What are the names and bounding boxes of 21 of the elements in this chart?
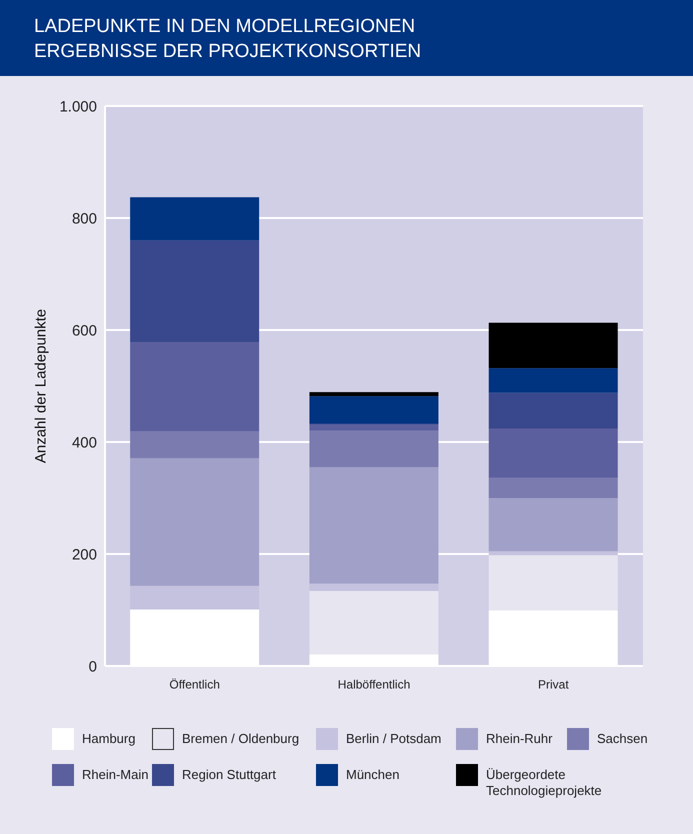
legend-label: Berlin / Potsdam [346,730,442,747]
y-tick-label: 0 [88,658,97,676]
legend-label: Rhein-Main [82,766,148,783]
legend-label: Rhein-Ruhr [486,730,552,747]
legend-label: Hamburg [82,730,136,747]
y-tick-label: 200 [72,546,97,564]
legend-label: München [346,766,400,783]
chart-title: LADEPUNKTE IN DEN MODELLREGIONEN [34,15,416,39]
x-tick-label: Halböffentlich [338,678,410,692]
y-tick-label: 1.000 [59,98,97,116]
y-tick-label: 400 [72,434,97,452]
x-tick-label: Öffentlich [169,678,220,692]
y-tick-label: 600 [72,322,97,340]
legend-label: Region Stuttgart [182,766,276,783]
legend-label: Übergeordete Technologieprojekte [486,766,602,799]
legend-label: Sachsen [597,730,648,747]
chart-subtitle: ERGEBNISSE DER PROJEKTKONSORTIEN [34,40,422,64]
y-axis-title: Anzahl der Ladepunkte [32,308,50,464]
y-tick-label: 800 [72,210,97,228]
legend-label: Bremen / Oldenburg [182,730,300,747]
x-tick-label: Privat [538,678,570,692]
